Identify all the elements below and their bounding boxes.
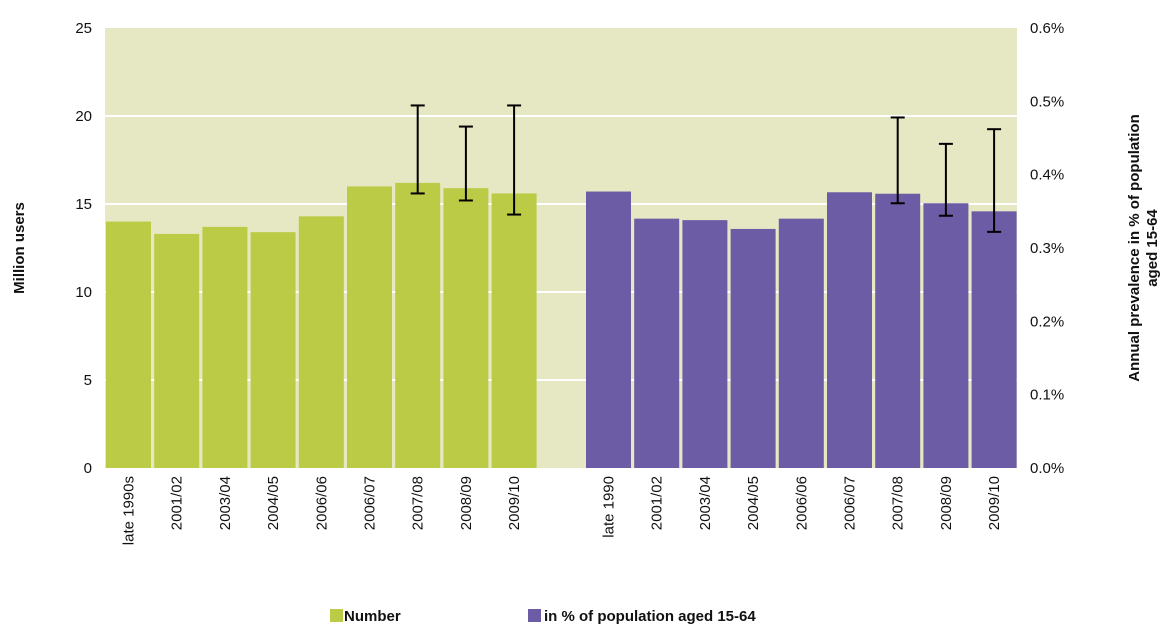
bar-number: [106, 221, 151, 468]
bar-number: [202, 226, 248, 468]
bar-percent: [682, 220, 728, 468]
x-tick-label: 2009/10: [986, 476, 1003, 530]
x-tick-label: late 1990s: [121, 476, 138, 545]
y2-axis-title-line1: Annual prevalence in % of population: [1126, 114, 1143, 382]
bar-percent: [827, 192, 872, 468]
bar-percent: [875, 193, 921, 468]
x-tick-label: 2003/04: [217, 476, 234, 530]
y2-axis-title-line2: aged 15-64: [1144, 209, 1161, 287]
y-axis-title: Million users: [11, 202, 28, 294]
y-tick-label: 20: [75, 108, 92, 125]
x-tick-label: 2007/08: [410, 476, 427, 530]
legend-label-percent: in % of population aged 15-64: [544, 608, 756, 625]
bar-number: [443, 188, 489, 468]
x-tick-label: 2008/09: [938, 476, 955, 530]
y2-tick-label: 0.4%: [1030, 167, 1064, 184]
y2-tick-label: 0.2%: [1030, 313, 1064, 330]
legend-swatch-percent: [528, 609, 541, 622]
y-tick-label: 15: [75, 196, 92, 213]
bar-percent: [778, 218, 824, 468]
x-tick-label: 2006/06: [793, 476, 810, 530]
y-tick-label: 10: [75, 284, 92, 301]
x-tick-label: 2009/10: [506, 476, 523, 530]
y2-tick-label: 0.0%: [1030, 460, 1064, 477]
bar-number: [298, 216, 344, 468]
x-tick-label: late 1990: [601, 476, 618, 538]
y2-tick-label: 0.6%: [1030, 20, 1064, 37]
x-tick-label: 2004/05: [265, 476, 282, 530]
x-tick-label: 2006/07: [362, 476, 379, 530]
legend-swatch-number: [330, 609, 343, 622]
bar-percent: [923, 203, 969, 468]
bar-number: [395, 182, 441, 468]
bar-number: [347, 186, 392, 468]
y-tick-label: 0: [84, 460, 92, 477]
x-tick-label: 2006/06: [313, 476, 330, 530]
bar-number: [491, 193, 537, 468]
y2-tick-label: 0.5%: [1030, 93, 1064, 110]
x-tick-label: 2006/07: [842, 476, 859, 530]
bar-number: [250, 232, 296, 468]
y2-tick-label: 0.1%: [1030, 387, 1064, 404]
x-tick-label: 2003/04: [697, 476, 714, 530]
y-tick-label: 5: [84, 372, 92, 389]
x-tick-label: 2001/02: [169, 476, 186, 530]
bar-percent: [634, 218, 680, 468]
bar-number: [154, 233, 200, 468]
bar-percent: [586, 191, 631, 469]
bar-percent: [730, 228, 776, 468]
y-tick-label: 25: [75, 20, 92, 37]
x-tick-label: 2007/08: [890, 476, 907, 530]
bar-percent: [971, 211, 1017, 469]
x-tick-label: 2004/05: [745, 476, 762, 530]
x-tick-label: 2001/02: [649, 476, 666, 530]
y2-tick-label: 0.3%: [1030, 240, 1064, 257]
legend-label-number: Number: [344, 608, 401, 625]
x-tick-label: 2008/09: [458, 476, 475, 530]
